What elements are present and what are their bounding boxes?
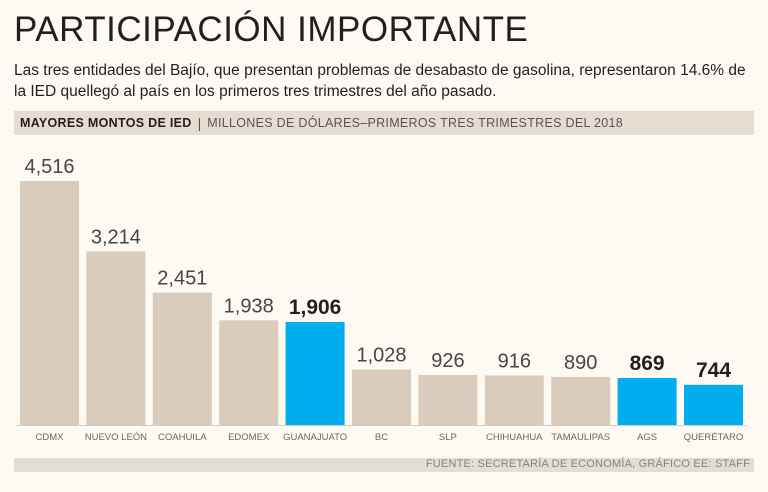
category-label: BC	[375, 432, 388, 443]
banner-lead: MAYORES MONTOS DE IED	[20, 116, 192, 130]
category-label: EDOMEX	[228, 432, 270, 443]
banner-separator: |	[197, 115, 202, 131]
chart-banner: MAYORES MONTOS DE IED | MILLONES DE DÓLA…	[14, 111, 754, 135]
bar-nuevo-le-n	[86, 251, 146, 425]
bar-cdmx	[20, 181, 79, 425]
category-label: COAHUILA	[158, 432, 207, 443]
bar-coahuila	[152, 292, 212, 425]
value-label: 2,451	[157, 268, 207, 290]
value-label: 890	[564, 352, 597, 374]
banner-unit: MILLONES DE DÓLARES–PRIMEROS TRES TRIMES…	[207, 116, 624, 130]
chart-title: PARTICIPACIÓN IMPORTANTE	[14, 10, 529, 49]
value-label: 926	[431, 350, 464, 372]
chart-subtitle: Las tres entidades del Bajío, que presen…	[14, 62, 746, 100]
value-label: 744	[696, 359, 731, 382]
category-label: QUERÉTARO	[684, 432, 743, 443]
value-label: 916	[498, 351, 531, 373]
category-label: CHIHUAHUA	[486, 432, 543, 443]
value-label: 1,028	[356, 345, 406, 367]
category-label: SLP	[439, 432, 457, 443]
bar-edomex	[219, 320, 279, 425]
category-label: AGS	[637, 432, 657, 443]
value-label: 3,214	[91, 226, 141, 248]
category-label: TAMAULIPAS	[551, 432, 610, 443]
footer-band: FUENTE: SECRETARÍA DE ECONOMÍA, GRÁFICO …	[14, 458, 754, 472]
bar-tamaulipas	[551, 376, 611, 425]
bar-ags	[617, 378, 677, 425]
category-label: CDMX	[36, 432, 65, 443]
category-label: GUANAJUATO	[283, 432, 347, 443]
category-label: NUEVO LEÓN	[85, 432, 147, 443]
bar-slp	[418, 375, 478, 425]
bar-bc	[352, 369, 411, 425]
source-note: FUENTE: SECRETARÍA DE ECONOMÍA, GRÁFICO …	[425, 458, 750, 470]
value-label: 869	[630, 352, 665, 375]
value-label: 1,938	[224, 295, 274, 317]
bar-quer-taro	[684, 384, 743, 425]
value-label: 4,516	[24, 156, 74, 178]
bar-guanajuato	[285, 322, 345, 425]
bar-chihuahua	[484, 375, 544, 425]
value-label: 1,906	[289, 296, 342, 319]
